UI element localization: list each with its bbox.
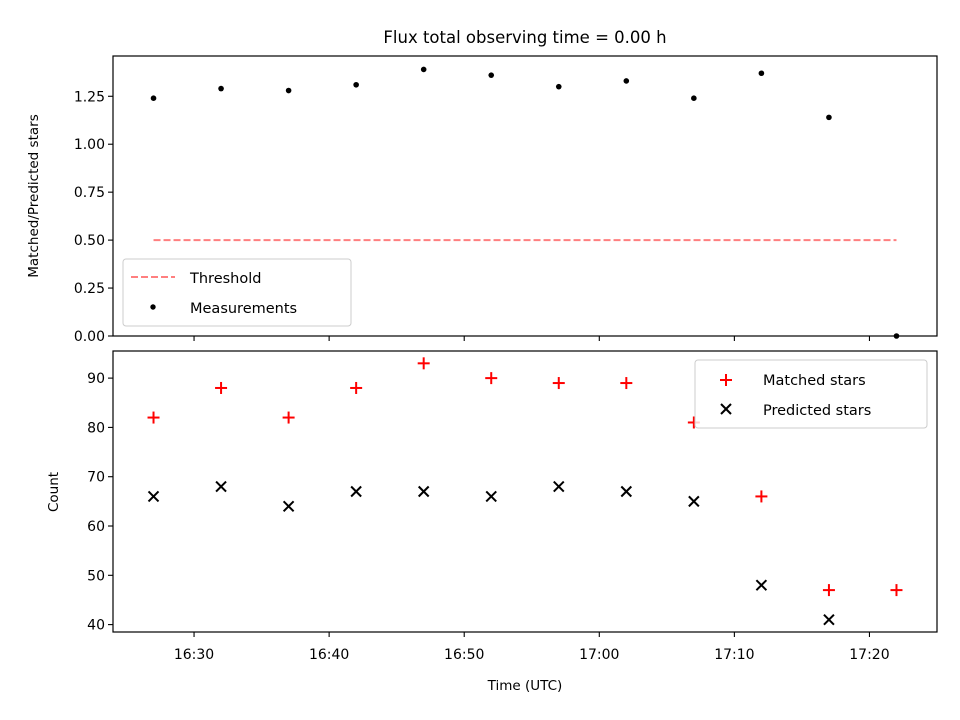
ratio-legend-box bbox=[122, 258, 352, 327]
legend-matched-swatch bbox=[720, 374, 732, 386]
predicted-star-point bbox=[620, 485, 633, 498]
count-y-tick-label: 50 bbox=[87, 568, 105, 584]
ratio-y-tick-label: 0.50 bbox=[74, 233, 105, 249]
ratio-panel: Flux total observing time = 0.00 h Match… bbox=[26, 28, 938, 345]
x-tick-label: 17:10 bbox=[714, 647, 754, 663]
matched-star-point bbox=[890, 584, 903, 597]
count-legend: Matched stars Predicted stars bbox=[694, 359, 928, 429]
legend-matched-label: Matched stars bbox=[763, 373, 866, 389]
predicted-star-point bbox=[485, 490, 497, 503]
legend-measurements-label: Measurements bbox=[190, 301, 297, 317]
ratio-plot-frame bbox=[112, 55, 938, 337]
count-plot-frame bbox=[112, 350, 938, 633]
x-tick-label: 16:40 bbox=[309, 647, 349, 663]
predicted-star-point bbox=[553, 480, 565, 493]
count-y-tick-label: 40 bbox=[87, 618, 105, 634]
measurement-point bbox=[218, 85, 224, 92]
measurement-point bbox=[623, 78, 630, 84]
x-tick-label: 17:00 bbox=[579, 647, 619, 663]
matched-star-point bbox=[822, 584, 835, 597]
count-y-tick-label: 90 bbox=[87, 371, 105, 387]
matched-star-point bbox=[350, 381, 363, 394]
predicted-star-point bbox=[417, 485, 430, 498]
measurement-point bbox=[893, 333, 900, 339]
x-tick-label: 16:30 bbox=[174, 647, 214, 663]
ratio-y-tick-label: 0.00 bbox=[74, 329, 105, 345]
matched-star-point bbox=[215, 381, 228, 394]
measurement-point bbox=[691, 95, 697, 101]
count-y-tick-label: 60 bbox=[87, 519, 105, 535]
ratio-y-tick-label: 1.00 bbox=[74, 137, 105, 153]
legend-predicted-swatch bbox=[720, 403, 732, 415]
x-axis-label: Time (UTC) bbox=[487, 678, 563, 694]
ratio-x-ticks bbox=[193, 336, 871, 341]
ratio-y-axis-label: Matched/Predicted stars bbox=[26, 114, 42, 277]
predicted-star-point bbox=[350, 485, 362, 498]
measurement-point bbox=[826, 114, 832, 121]
count-y-ticks: 40 50 60 70 80 90 bbox=[87, 371, 113, 634]
legend-predicted-label: Predicted stars bbox=[763, 403, 871, 419]
legend-measurements-swatch bbox=[150, 304, 156, 310]
matched-star-point bbox=[282, 411, 295, 424]
measurement-point bbox=[758, 70, 765, 77]
legend-threshold-label: Threshold bbox=[189, 271, 261, 287]
count-legend-box bbox=[694, 359, 928, 429]
count-y-tick-label: 70 bbox=[87, 470, 105, 486]
matched-star-point bbox=[552, 377, 565, 390]
matched-star-point bbox=[147, 411, 160, 424]
ratio-legend: Threshold Measurements bbox=[122, 258, 352, 327]
predicted-star-point bbox=[282, 500, 295, 512]
measurement-point bbox=[420, 66, 427, 73]
ratio-marks bbox=[150, 66, 900, 339]
count-marks bbox=[147, 357, 903, 626]
matched-star-point bbox=[417, 357, 430, 370]
chart-title: Flux total observing time = 0.00 h bbox=[383, 28, 666, 47]
ratio-y-ticks: 0.00 0.25 0.50 0.75 1.00 1.25 bbox=[74, 89, 113, 345]
ratio-y-tick-label: 0.75 bbox=[74, 185, 105, 201]
ratio-y-tick-label: 1.25 bbox=[74, 89, 105, 105]
count-y-tick-label: 80 bbox=[87, 420, 105, 436]
matched-star-point bbox=[485, 372, 498, 385]
measurement-point bbox=[285, 87, 292, 94]
predicted-star-point bbox=[755, 579, 768, 591]
predicted-star-point bbox=[688, 495, 700, 508]
ratio-y-tick-label: 0.25 bbox=[74, 281, 105, 297]
measurement-point bbox=[555, 83, 562, 90]
count-y-axis-label: Count bbox=[46, 472, 62, 512]
matched-star-point bbox=[620, 377, 633, 390]
measurement-point bbox=[488, 72, 495, 78]
measurement-point bbox=[150, 95, 157, 101]
predicted-star-point bbox=[823, 613, 835, 626]
count-panel: Count Time (UTC) 40 50 60 70 80 90 16:30 16:40… bbox=[46, 350, 938, 694]
count-x-ticks: 16:30 16:40 16:50 17:00 17:10 17:20 bbox=[174, 632, 890, 663]
predicted-star-point bbox=[147, 490, 160, 503]
predicted-star-point bbox=[215, 480, 227, 493]
matched-star-point bbox=[755, 490, 768, 503]
measurement-point bbox=[353, 81, 359, 88]
x-tick-label: 17:20 bbox=[849, 647, 889, 663]
x-tick-label: 16:50 bbox=[444, 647, 484, 663]
